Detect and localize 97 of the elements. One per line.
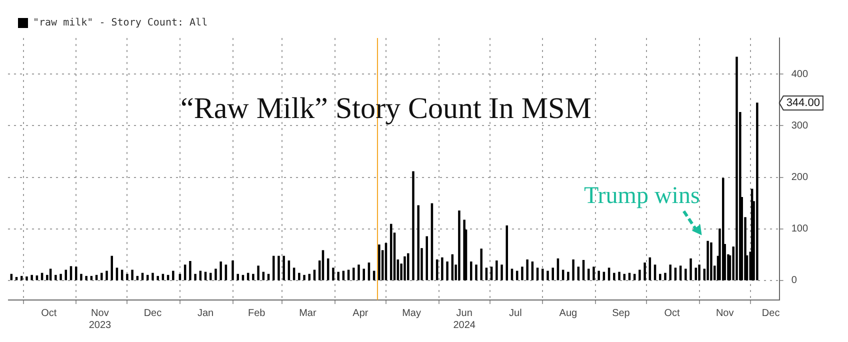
bar [521,266,524,280]
bar [592,266,595,280]
annotation: Trump wins [584,183,700,210]
bar [172,270,174,280]
x-tick-label: Dec [144,308,162,319]
x-tick-label: Nov 2023 [88,308,112,331]
bar [152,272,154,280]
bar [623,274,626,280]
bar [106,270,108,280]
bar [552,268,554,280]
bar [659,274,662,280]
bar [110,256,113,280]
x-tick-label: Jan [197,308,214,319]
bar [303,274,306,280]
bar [358,264,360,280]
bar [426,236,428,280]
bar [690,258,692,280]
bar [546,270,549,280]
bar [441,257,444,280]
x-tick-label: Jun 2024 [453,308,476,331]
bar [26,276,28,280]
bar [756,102,758,280]
y-tick-label: 200 [791,172,808,183]
legend-label: "raw milk" - Story Count: All [33,18,208,29]
bar [475,264,478,280]
x-tick-label: Oct [664,308,680,319]
x-tick-label: Apr [352,308,369,319]
x-tick-label: May [402,308,421,319]
y-tick-label: 300 [791,120,808,132]
bar [470,262,472,280]
bar [126,274,128,280]
bar [598,270,600,280]
bar [85,276,88,280]
bar [684,268,687,280]
bar [252,274,254,280]
bar [236,274,239,280]
x-tick-label: Dec [762,308,780,319]
bar [404,256,406,280]
x-tick-label: Sep [612,308,630,319]
bar [664,272,666,280]
bar [644,262,646,280]
bar [736,56,738,280]
bar [282,256,285,280]
bar [100,272,103,280]
bar [669,264,672,280]
bar [613,272,616,280]
bar [480,248,482,280]
y-tick-label: 400 [791,68,808,80]
bar [710,242,712,280]
bar [337,272,340,280]
bar [463,220,466,280]
bar [194,274,196,280]
bar [30,274,33,280]
bar [146,274,149,280]
bar [214,268,217,280]
x-tick-label: Oct [41,308,57,319]
bar [638,270,641,280]
bar [189,260,192,280]
bar [60,274,62,280]
y-tick-label: 100 [791,224,808,235]
x-tick-label: Jul [509,308,522,319]
bar [378,244,380,280]
bar [80,274,82,280]
bar [352,268,355,280]
bar [698,264,700,280]
bar [567,272,570,280]
bar [458,210,460,280]
bar [496,260,498,280]
bar [332,268,334,280]
bar [722,178,724,280]
bar [278,256,280,280]
bar [526,259,528,280]
x-tick-label: Mar [299,308,317,319]
bar [220,262,222,280]
bar [542,268,544,280]
bar [706,240,709,280]
bar [54,274,57,280]
bar [232,260,234,280]
bar [572,259,574,280]
x-tick-label: Aug [559,308,578,319]
annotation: 344.00 [786,97,820,110]
x-tick-label: Nov [716,308,734,319]
bar [412,171,414,280]
bar [417,205,420,280]
bar [131,270,134,280]
bar [362,268,365,280]
x-tick-label: Feb [248,308,266,319]
bar [407,253,410,280]
bar [20,276,23,280]
bar [156,276,159,280]
bar [446,262,448,280]
bar [500,264,503,280]
bar [257,266,260,280]
y-tick-label: 0 [791,275,798,286]
bar [298,272,300,280]
bar [618,272,620,280]
bar [308,274,311,280]
